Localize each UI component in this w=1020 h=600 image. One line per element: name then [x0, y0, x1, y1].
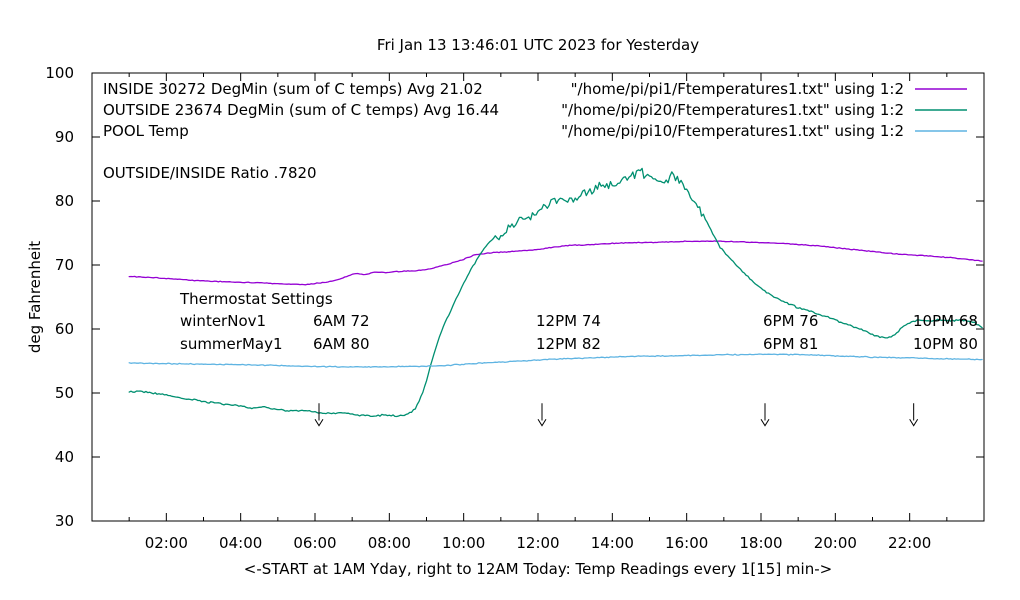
- thermostat-heading: Thermostat Settings: [179, 290, 333, 308]
- thermostat-summer-label: summerMay1: [180, 335, 283, 353]
- chart-title: Fri Jan 13 13:46:01 UTC 2023 for Yesterd…: [377, 36, 699, 54]
- thermostat-summer-6pm: 6PM 81: [763, 335, 818, 353]
- legend-file-inside: "/home/pi/pi1/Ftemperatures1.txt" using …: [571, 80, 904, 98]
- x-tick-label: 20:00: [814, 534, 857, 552]
- legend-label-inside: INSIDE 30272 DegMin (sum of C temps) Avg…: [103, 80, 483, 98]
- x-tick-label: 18:00: [739, 534, 782, 552]
- thermostat-summer-12pm: 12PM 82: [536, 335, 601, 353]
- series-lines: [128, 167, 983, 418]
- legend-row-inside: INSIDE 30272 DegMin (sum of C temps) Avg…: [103, 80, 967, 98]
- thermostat-winter-12pm: 12PM 74: [536, 312, 601, 330]
- y-tick-label: 30: [55, 512, 74, 530]
- x-tick-label: 02:00: [145, 534, 188, 552]
- x-tick-label: 08:00: [368, 534, 411, 552]
- thermostat-winter-6am: 6AM 72: [313, 312, 370, 330]
- legend-row-pool: POOL Temp "/home/pi/pi10/Ftemperatures1.…: [103, 122, 967, 140]
- x-tick-label: 12:00: [516, 534, 559, 552]
- y-tick-label: 50: [55, 384, 74, 402]
- x-tick-label: 06:00: [293, 534, 336, 552]
- thermostat-winter-6pm: 6PM 76: [763, 312, 818, 330]
- thermostat-winter-10pm: 10PM 68: [913, 312, 978, 330]
- legend-label-pool: POOL Temp: [103, 122, 189, 140]
- y-tick-label: 80: [55, 192, 74, 210]
- ratio-note: OUTSIDE/INSIDE Ratio .7820: [103, 164, 317, 182]
- y-tick-label: 60: [55, 320, 74, 338]
- y-tick-label: 90: [55, 128, 74, 146]
- x-tick-label: 10:00: [442, 534, 485, 552]
- x-tick-label: 14:00: [591, 534, 634, 552]
- y-tick-label: 100: [45, 64, 74, 82]
- y-tick-label: 40: [55, 448, 74, 466]
- thermostat-summer-6am: 6AM 80: [313, 335, 370, 353]
- series-outside-line: [128, 167, 983, 418]
- legend-label-outside: OUTSIDE 23674 DegMin (sum of C temps) Av…: [103, 101, 499, 119]
- thermostat-summer-10pm: 10PM 80: [913, 335, 978, 353]
- legend-file-pool: "/home/pi/pi10/Ftemperatures1.txt" using…: [561, 122, 904, 140]
- y-tick-label: 70: [55, 256, 74, 274]
- series-inside-line: [128, 240, 983, 286]
- x-tick-label: 04:00: [219, 534, 262, 552]
- thermostat-change-arrows: [314, 403, 919, 427]
- arrow-head: [537, 418, 547, 427]
- x-tick-label: 16:00: [665, 534, 708, 552]
- thermostat-winter-label: winterNov1: [180, 312, 266, 330]
- arrow-head: [314, 418, 324, 427]
- arrow-head: [909, 418, 919, 427]
- legend-row-outside: OUTSIDE 23674 DegMin (sum of C temps) Av…: [103, 101, 967, 119]
- x-tick-label: 22:00: [888, 534, 931, 552]
- thermostat-settings: Thermostat Settings winterNov1 6AM 72 12…: [179, 290, 978, 353]
- axis-ticks: [92, 72, 984, 522]
- y-axis-label: deg Fahrenheit: [26, 241, 44, 353]
- legend: INSIDE 30272 DegMin (sum of C temps) Avg…: [103, 80, 967, 140]
- x-axis-label: <-START at 1AM Yday, right to 12AM Today…: [244, 560, 832, 578]
- series-pool-line: [128, 353, 983, 368]
- legend-file-outside: "/home/pi/pi20/Ftemperatures1.txt" using…: [561, 101, 904, 119]
- axis-tick-labels: 02:00 04:00 06:00 08:00 10:00 12:00 14:00 16:00…: [45, 64, 931, 552]
- arrow-head: [760, 418, 770, 427]
